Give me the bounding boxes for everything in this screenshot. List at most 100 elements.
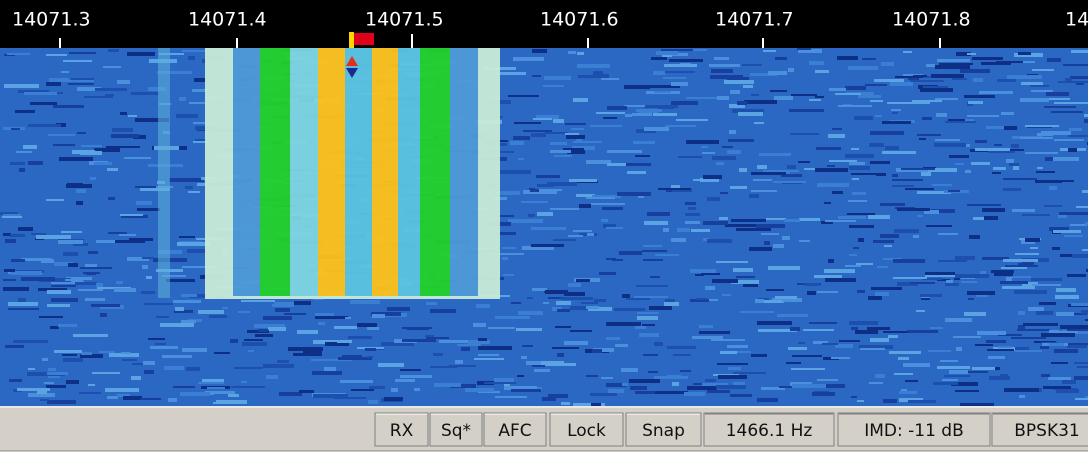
noise-streak [513,136,530,140]
noise-streak [365,348,376,351]
noise-streak [46,385,66,388]
button-label[interactable]: Snap [642,421,685,441]
noise-streak [606,337,620,340]
button-label[interactable]: Sq* [441,421,471,441]
noise-streak [921,172,931,176]
noise-streak [905,188,934,190]
noise-streak [973,78,983,82]
noise-streak [642,250,667,252]
noise-streak [166,279,195,282]
noise-streak [1039,302,1056,305]
noise-streak [815,70,829,73]
button-label[interactable]: RX [390,421,414,441]
noise-streak [474,358,504,360]
noise-streak [47,290,71,294]
noise-streak [76,201,83,205]
noise-streak [1069,128,1082,131]
noise-streak [940,360,958,362]
signal-stripe [260,48,290,298]
noise-streak [47,372,68,375]
noise-streak [727,150,741,154]
noise-streak [643,245,662,247]
noise-streak [5,345,24,348]
noise-streak [284,313,306,315]
noise-streak [576,279,590,282]
noise-streak [231,386,265,388]
noise-streak [40,399,49,401]
noise-streak [855,330,878,334]
noise-streak [522,345,533,347]
noise-streak [992,172,1001,174]
noise-streak [1067,274,1086,277]
noise-streak [1058,215,1067,218]
noise-streak [1030,85,1049,87]
noise-streak [234,367,263,369]
signal-stripe [318,48,345,298]
scale-label: 14071.5 [365,9,444,31]
noise-streak [982,208,1005,212]
noise-streak [707,197,720,201]
noise-streak [719,217,728,220]
noise-streak [606,322,641,326]
noise-streak [731,219,766,222]
noise-streak [1025,152,1058,154]
noise-streak [892,174,898,177]
noise-streak [324,367,336,371]
noise-streak [504,384,510,386]
noise-streak [666,190,672,192]
noise-streak [848,200,867,202]
noise-streak [518,311,543,315]
noise-streak [426,337,449,339]
signal-stripe [233,48,260,298]
noise-streak [969,235,980,239]
noise-streak [621,368,638,372]
noise-streak [809,322,837,324]
noise-streak [137,208,160,211]
noise-streak [1044,106,1076,108]
noise-streak [1071,50,1088,53]
noise-streak [550,150,571,153]
noise-streak [46,199,64,201]
noise-streak [1014,290,1047,294]
noise-streak [114,288,136,292]
noise-streak [926,225,952,227]
noise-streak [1000,281,1028,284]
noise-streak [198,310,224,314]
noise-streak [1002,286,1035,289]
noise-streak [553,119,564,123]
noise-streak [9,379,22,382]
noise-streak [1015,350,1042,352]
noise-streak [1064,235,1083,237]
noise-streak [901,168,935,170]
noise-streak [142,257,154,259]
noise-streak [809,99,821,101]
noise-streak [372,314,385,318]
button-label[interactable]: AFC [498,421,531,441]
noise-streak [797,48,811,50]
noise-streak [10,162,25,165]
noise-streak [39,316,63,318]
noise-streak [887,102,919,104]
noise-streak [972,367,995,370]
noise-streak [350,300,380,304]
noise-streak [127,52,155,56]
noise-streak [596,112,625,114]
noise-streak [828,259,834,263]
noise-streak [955,163,964,165]
noise-streak [577,64,610,68]
noise-streak [1004,388,1039,392]
noise-streak [18,227,33,231]
noise-streak [651,57,667,60]
noise-streak [222,307,228,309]
noise-streak [691,229,710,232]
noise-streak [1035,180,1062,183]
noise-streak [1068,135,1088,137]
button-label[interactable]: Lock [567,421,606,441]
noise-streak [181,294,197,297]
noise-streak [511,302,521,304]
noise-streak [702,152,715,154]
noise-streak [345,317,351,319]
noise-streak [856,263,873,265]
noise-streak [883,399,897,403]
signal-trace [158,48,500,299]
